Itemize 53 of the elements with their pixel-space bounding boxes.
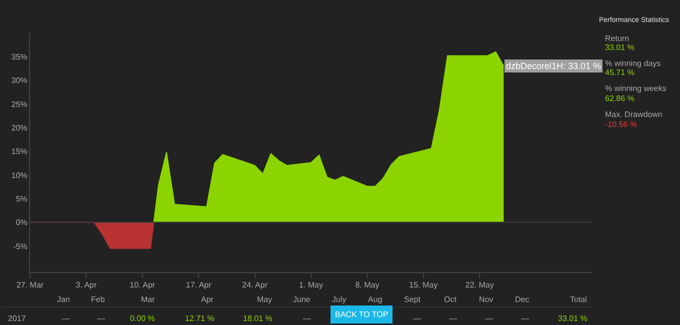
y-tick-label: 20% xyxy=(11,123,28,132)
text: % winning weeks xyxy=(605,84,666,93)
x-tick-label: 1. May xyxy=(298,280,324,290)
text: 0.00 % xyxy=(130,314,155,323)
y-tick-label: 0% xyxy=(16,218,28,228)
text: Mar xyxy=(141,295,156,304)
y-tick-label: -5% xyxy=(13,242,28,251)
text: % winning days xyxy=(605,59,661,68)
y-tick-label: 10% xyxy=(11,170,28,180)
text: Total xyxy=(570,295,588,304)
text: 33.01 % xyxy=(558,314,588,323)
text: 33.01 % xyxy=(605,43,634,52)
text: — xyxy=(449,314,457,323)
text: May xyxy=(257,295,272,304)
x-tick-label: 8. May xyxy=(355,280,380,290)
text: 12.71 % xyxy=(185,314,214,323)
text: Oct xyxy=(444,295,458,304)
y-tick-label: 35% xyxy=(11,52,28,62)
x-tick-label: 15. May xyxy=(409,280,438,290)
y-tick-label: 25% xyxy=(11,100,28,109)
y-tick-label: 30% xyxy=(11,76,28,86)
text: 2017 xyxy=(8,314,26,323)
x-tick-label: 17. Apr xyxy=(186,280,212,290)
text: Sept xyxy=(404,295,422,304)
text: Dec xyxy=(515,295,530,304)
text: — xyxy=(62,314,70,323)
text: Feb xyxy=(91,295,106,304)
text: — xyxy=(413,314,421,323)
text: Aug xyxy=(368,295,382,304)
y-tick-label: 15% xyxy=(11,147,28,156)
x-tick-label: 27. Mar xyxy=(16,280,44,290)
x-tick-label: 22. May xyxy=(465,280,494,290)
text: — xyxy=(303,314,311,323)
y-tick-label: 5% xyxy=(16,194,28,204)
text: June xyxy=(293,295,311,304)
text: 45.71 % xyxy=(605,68,634,77)
x-tick-label: 10. Apr xyxy=(130,280,156,290)
text: — xyxy=(521,314,529,323)
x-tick-label: 24. Apr xyxy=(242,280,268,290)
x-tick-label: 3. Apr xyxy=(76,280,97,290)
text: — xyxy=(485,314,493,323)
text: BACK TO TOP xyxy=(335,310,388,319)
text: Return xyxy=(605,34,630,43)
text: 18.01 % xyxy=(243,314,272,323)
text: July xyxy=(332,295,346,304)
text: 62.86 % xyxy=(605,94,634,103)
text: Max. Drawdown xyxy=(605,110,662,119)
text: Apr xyxy=(201,295,214,304)
text: — xyxy=(97,314,105,323)
text: -10.56 % xyxy=(605,120,638,129)
text: Nov xyxy=(479,295,494,304)
text: Jan xyxy=(57,295,70,304)
annotation: dzbDecorel1H: 33.01 % xyxy=(506,61,602,71)
